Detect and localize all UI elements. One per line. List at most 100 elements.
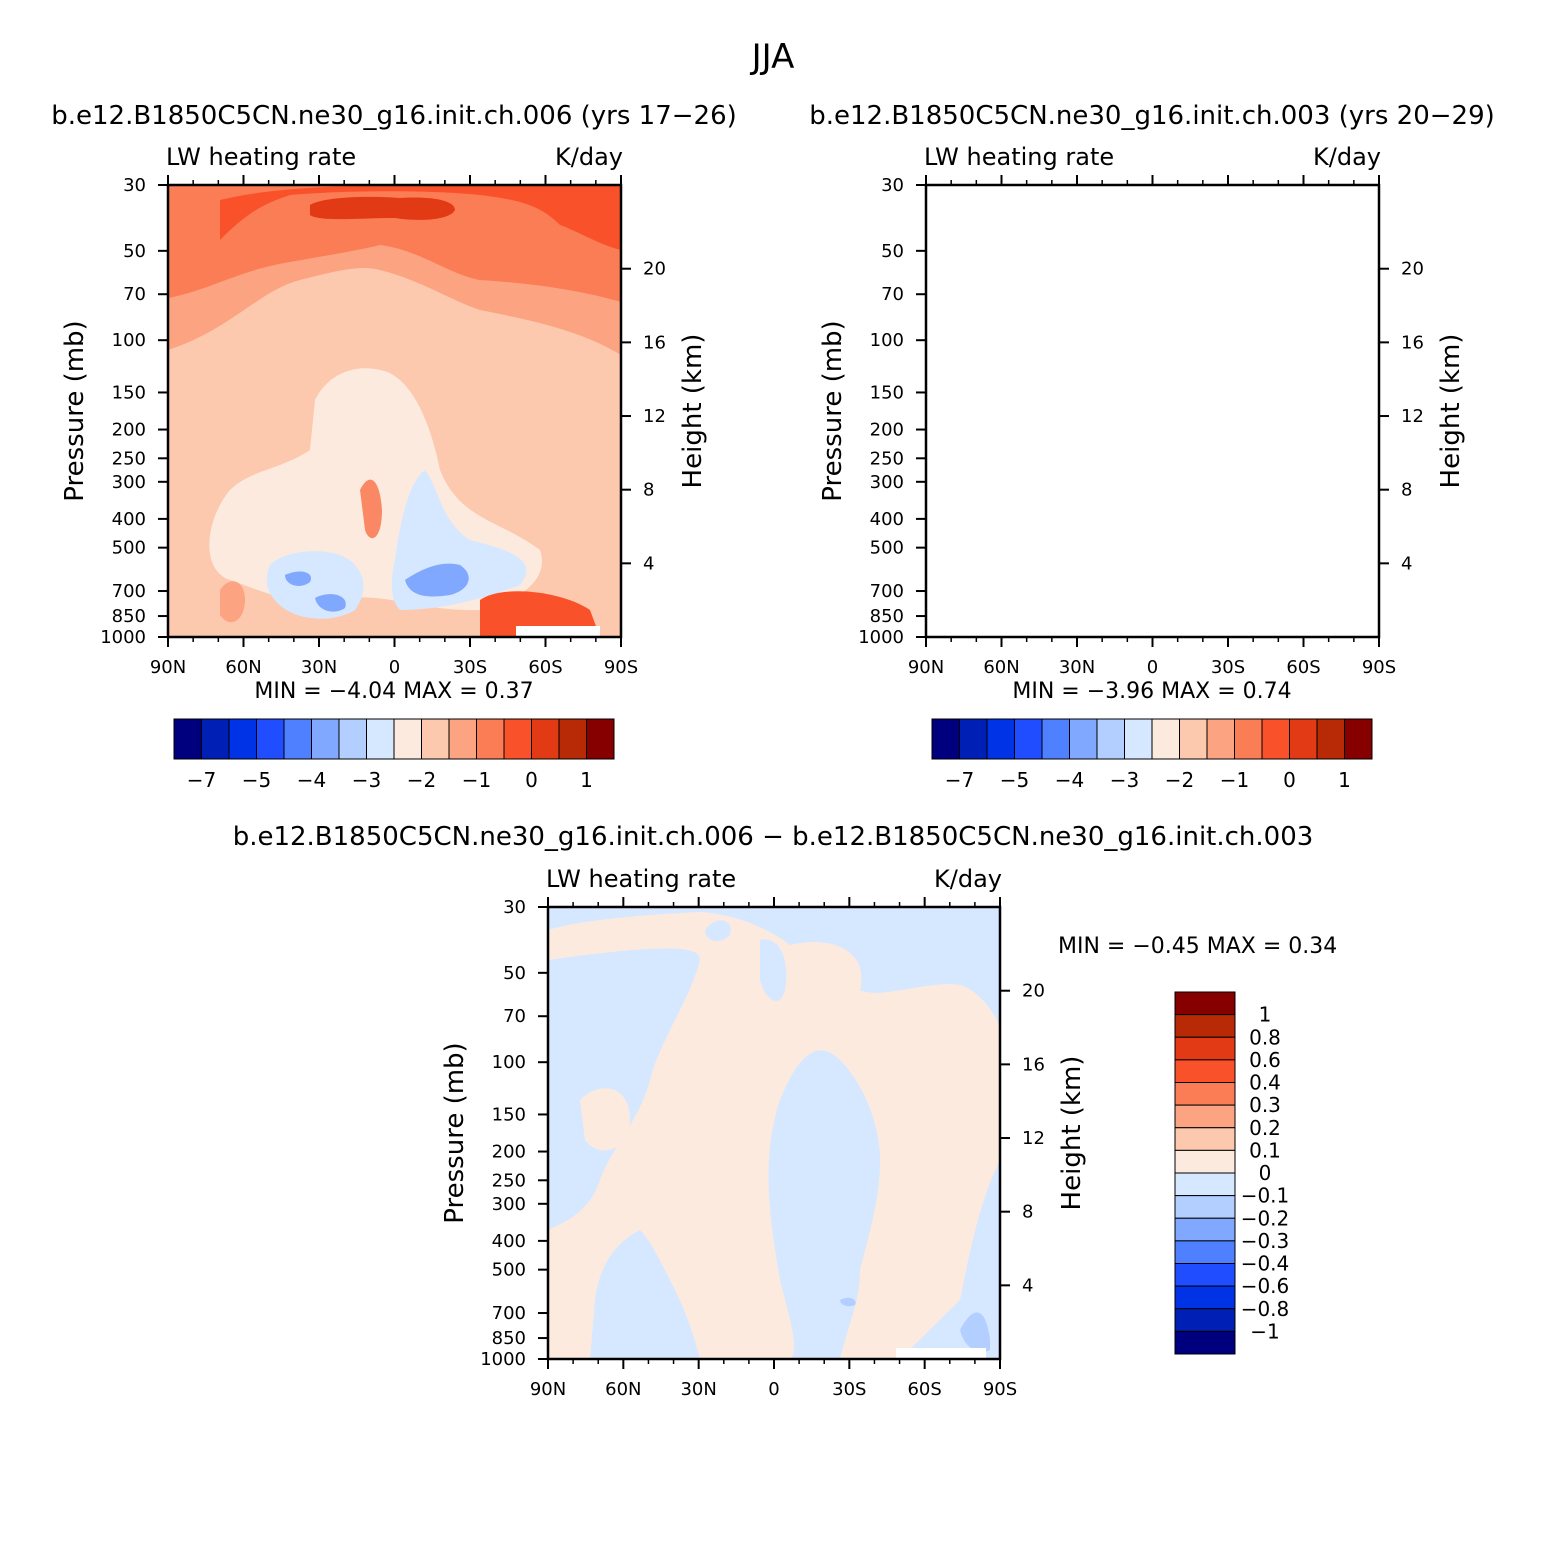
- y2-tick-label: 12: [1401, 406, 1424, 427]
- figure-title: JJA: [750, 37, 795, 77]
- colorbar-label: 1: [1259, 1003, 1272, 1027]
- colorbar-swatch: [1174, 1149, 1236, 1174]
- x-tick-label: 60S: [1286, 657, 1320, 678]
- colorbar: −7 −5 −4 −3 −2 −1 0 1: [931, 718, 1373, 792]
- panel-difference: b.e12.B1850C5CN.ne30_g16.init.ch.006 − b…: [233, 822, 1338, 1400]
- y-tick-label: 500: [870, 538, 904, 559]
- y2-tick-label: 12: [643, 406, 666, 427]
- x-tick-label: 60N: [983, 657, 1019, 678]
- colorbar-swatch: [448, 718, 477, 760]
- y-tick-label: 100: [870, 330, 904, 351]
- y-tick-label: 150: [492, 1104, 526, 1125]
- colorbar-swatch: [931, 718, 960, 760]
- y-tick-label: 850: [870, 606, 904, 627]
- y2-tick-label: 4: [1022, 1275, 1033, 1296]
- y2-tick-label: 16: [1022, 1054, 1045, 1075]
- colorbar-label: −2: [407, 768, 436, 792]
- colorbar-swatch: [283, 718, 312, 760]
- y-tick-label: 300: [492, 1194, 526, 1215]
- colorbar-label: −4: [297, 768, 326, 792]
- colorbar-swatch: [986, 718, 1015, 760]
- colorbar-swatch: [531, 718, 560, 760]
- y-tick-label: 850: [492, 1328, 526, 1349]
- y-tick-label: 1000: [100, 627, 146, 648]
- colorbar-swatch: [1174, 1172, 1236, 1197]
- y-tick-label: 70: [881, 284, 904, 305]
- colorbar-swatch: [1174, 991, 1236, 1016]
- colorbar-label: 0.1: [1249, 1138, 1281, 1162]
- y-tick-label: 300: [112, 472, 146, 493]
- colorbar-label: −3: [1110, 768, 1139, 792]
- y2-axis-label: Height (km): [1057, 1056, 1087, 1211]
- y-axis-label: Pressure (mb): [818, 320, 848, 501]
- colorbar-label: 0: [525, 768, 538, 792]
- colorbar-swatch: [1174, 1285, 1236, 1310]
- colorbar-swatch: [1041, 718, 1070, 760]
- min-max-label: MIN = −0.45 MAX = 0.34: [1058, 934, 1337, 959]
- panel-case: b.e12.B1850C5CN.ne30_g16.init.ch.003 (yr…: [809, 101, 1495, 792]
- variable-label: LW heating rate: [546, 865, 736, 893]
- colorbar-swatch: [421, 718, 450, 760]
- colorbar-swatch: [503, 718, 532, 760]
- x-tick-label: 0: [768, 1379, 779, 1400]
- colorbar-swatch: [1174, 1195, 1236, 1219]
- x-tick-label: 0: [389, 657, 400, 678]
- colorbar-swatch: [1174, 1308, 1236, 1332]
- units-label: K/day: [1313, 143, 1381, 171]
- colorbar-swatch: [1124, 718, 1153, 760]
- x-tick-label: 30S: [453, 657, 487, 678]
- y-tick-label: 50: [123, 241, 146, 262]
- contour-field: [548, 907, 1000, 1359]
- colorbar-swatch: [1096, 718, 1125, 760]
- colorbar-swatch: [1174, 1127, 1236, 1151]
- panel-title: b.e12.B1850C5CN.ne30_g16.init.ch.006 (yr…: [51, 101, 737, 131]
- colorbar-label: −7: [945, 768, 974, 792]
- x-tick-label: 30S: [1211, 657, 1245, 678]
- x-tick-label: 90N: [530, 1379, 566, 1400]
- colorbar-label: −0.3: [1241, 1229, 1290, 1253]
- panel-title: b.e12.B1850C5CN.ne30_g16.init.ch.006 − b…: [233, 822, 1314, 852]
- y-tick-label: 50: [503, 963, 526, 984]
- y-tick-label: 400: [112, 509, 146, 530]
- colorbar-swatch: [476, 718, 505, 760]
- colorbar-label: 0.6: [1249, 1048, 1281, 1072]
- colorbar-swatch: [1014, 718, 1043, 760]
- y-tick-label: 50: [881, 241, 904, 262]
- y-tick-label: 300: [870, 472, 904, 493]
- colorbar-label: −1: [462, 768, 491, 792]
- panel-control: b.e12.B1850C5CN.ne30_g16.init.ch.006 (yr…: [51, 101, 737, 792]
- y-tick-label: 400: [492, 1231, 526, 1252]
- y2-tick-label: 8: [1022, 1202, 1033, 1223]
- colorbar-swatch: [1261, 718, 1290, 760]
- x-tick-label: 30N: [301, 657, 337, 678]
- x-tick-label: 0: [1147, 657, 1158, 678]
- colorbar-label: −0.6: [1241, 1274, 1290, 1298]
- colorbar-swatch: [366, 718, 395, 760]
- y-tick-label: 200: [492, 1142, 526, 1163]
- x-tick-label: 30N: [680, 1379, 716, 1400]
- x-tick-label: 60N: [225, 657, 261, 678]
- y-tick-label: 150: [870, 382, 904, 403]
- units-label: K/day: [555, 143, 623, 171]
- colorbar-label: −1: [1220, 768, 1249, 792]
- colorbar-label: −0.1: [1241, 1184, 1290, 1208]
- colorbar-swatch: [1174, 1059, 1236, 1083]
- y-tick-label: 700: [870, 581, 904, 602]
- colorbar-label: 0: [1259, 1161, 1272, 1185]
- colorbar-swatch: [1174, 1104, 1236, 1129]
- variable-label: LW heating rate: [924, 143, 1114, 171]
- colorbar-label: −3: [352, 768, 381, 792]
- colorbar-swatch: [1344, 718, 1373, 760]
- colorbar-swatch: [201, 718, 230, 760]
- x-tick-label: 90N: [150, 657, 186, 678]
- colorbar-swatch: [586, 718, 615, 760]
- y2-tick-label: 4: [643, 553, 654, 574]
- colorbar-swatch: [338, 718, 367, 760]
- x-tick-label: 30S: [832, 1379, 866, 1400]
- y-axis-label: Pressure (mb): [440, 1042, 470, 1223]
- colorbar-label: 0.4: [1249, 1071, 1281, 1095]
- min-max-label: MIN = −4.04 MAX = 0.37: [254, 679, 533, 704]
- y-tick-label: 700: [492, 1303, 526, 1324]
- y-tick-label: 200: [112, 420, 146, 441]
- colorbar-swatch: [1174, 1082, 1236, 1106]
